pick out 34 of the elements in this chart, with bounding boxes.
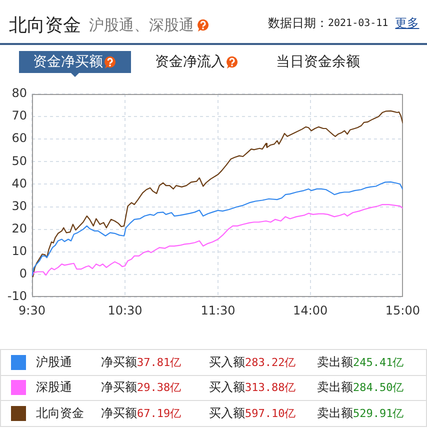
y-tick-label: 70 <box>12 108 27 123</box>
text: 净买额67.19亿 <box>101 405 182 422</box>
text: 卖出额284.50亿 <box>317 379 404 396</box>
text: 卖出额529.91亿 <box>317 405 404 422</box>
y-tick-label: 40 <box>12 176 27 190</box>
x-tick-label: 11:30 <box>200 303 236 318</box>
text: 资金净买额 <box>33 53 103 71</box>
y-tick-label: 60 <box>12 131 27 146</box>
y-tick-label: 30 <box>12 198 27 213</box>
y-tick-label: 80 <box>12 86 27 100</box>
text: 资金净流入 <box>155 53 225 71</box>
text: 净买额29.38亿 <box>101 379 182 396</box>
x-tick-label: 15:00 <box>385 303 420 318</box>
text: 买入额283.22亿 <box>209 354 296 371</box>
text: 更多 <box>395 14 420 32</box>
x-tick-label: 9:30 <box>18 303 46 318</box>
y-tick-label: -10 <box>7 289 27 304</box>
text: 净买额37.81亿 <box>101 354 182 371</box>
text: 买入额313.88亿 <box>209 379 296 396</box>
legend-label: 北向资金 <box>36 405 84 422</box>
legend-label: 深股通 <box>36 379 72 396</box>
x-tick-label: 14:00 <box>293 303 328 318</box>
text: 卖出额245.41亿 <box>317 354 404 371</box>
legend-label: 沪股通 <box>36 354 72 371</box>
x-tick-label: 10:30 <box>108 303 142 318</box>
text: 数据日期：2021-03-11 <box>268 14 388 32</box>
y-tick-label: 10 <box>12 244 27 258</box>
chart-title: 北向资金 <box>9 14 81 37</box>
y-tick-label: 20 <box>12 221 27 236</box>
text: 买入额597.10亿 <box>209 405 296 422</box>
text: 当日资金余额 <box>276 53 360 71</box>
chart-subtitle: 沪股通、深股通 <box>89 16 194 34</box>
y-tick-label: 50 <box>12 154 27 168</box>
y-tick-label: 0 <box>19 266 27 281</box>
